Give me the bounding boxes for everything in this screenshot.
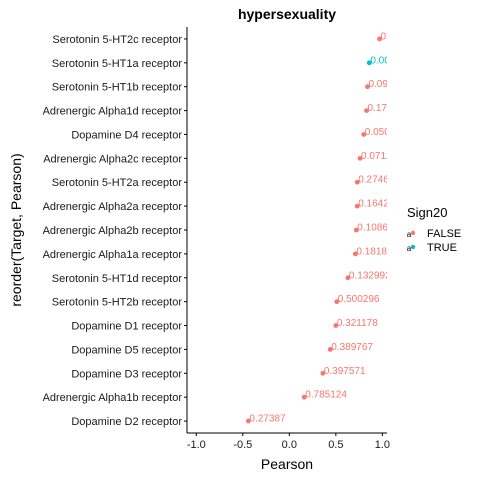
data-point [333,323,339,328]
data-label: 0.090 [368,79,393,90]
data-point [354,179,360,185]
data-point [361,132,367,137]
data-point [301,394,307,400]
data-label: 0.27387 [249,414,286,425]
legend-label: FALSE [427,228,461,240]
data-point [353,227,359,233]
legend-key [410,230,416,236]
y-tick-label: Serotonin 5-HT2a receptor [52,177,183,189]
y-tick-label: Adrenergic Alpha2b receptor [43,225,183,237]
data-point [245,418,251,424]
y-tick-labels: Serotonin 5-HT2c receptor Serotonin 5-HT1… [43,34,183,428]
data-label: 0.18182 [356,246,393,257]
x-tick-label: 0.5 [328,439,343,451]
y-tick-label: Dopamine D5 receptor [71,344,182,356]
data-label: 0.2746 [358,175,389,186]
y-axis-title: reorder(Target, Pearson) [8,153,24,306]
legend-key-letter: a [407,244,412,253]
legend-item: a TRUE [407,242,457,254]
plot-area: 0.( 0.009 0.090 0.176 0.050 0.0712 0.2746 0.164… [245,31,395,425]
legend-key-letter: a [407,230,412,239]
legend: Sign20 a FALSE a TRUE [407,205,461,254]
y-tick-label: Adrenergic Alpha1a receptor [43,249,183,261]
data-point [365,84,370,90]
data-label: 0.0712 [361,151,392,162]
y-tick-label: Serotonin 5-HT2b receptor [52,297,183,309]
y-tick-label: Adrenergic Alpha1d receptor [43,106,183,118]
data-point [366,60,372,66]
data-label: 0.500296 [338,294,380,305]
y-tick-label: Adrenergic Alpha1b receptor [43,392,183,404]
y-tick-label: Dopamine D1 receptor [71,321,182,333]
data-point [327,347,333,352]
y-tick-label: Dopamine D2 receptor [71,416,182,428]
y-tick-label: Serotonin 5-HT2c receptor [52,34,182,46]
data-label: 0.009 [370,55,395,66]
x-tick-label: 1.0 [375,439,390,451]
data-label: 0.321178 [337,318,378,329]
data-label: 0.1642 [358,199,389,210]
legend-key [410,244,416,250]
y-tick-label: Dopamine D3 receptor [71,368,182,380]
y-tick-label: Serotonin 5-HT1b receptor [52,82,183,94]
y-tick-label: Serotonin 5-HT1a receptor [52,58,183,70]
y-tick-label: Serotonin 5-HT1d receptor [52,273,183,285]
legend-title: Sign20 [407,205,447,220]
data-label: 0.176 [368,103,393,114]
data-labels: 0.( 0.009 0.090 0.176 0.050 0.0712 0.2746 0.164… [249,31,395,425]
y-tick-label: Adrenergic Alpha2a receptor [43,201,183,213]
data-label: 0.389767 [331,342,373,353]
legend-label: TRUE [427,242,457,254]
x-ticks [195,433,383,436]
data-point [320,370,326,376]
data-point [352,251,358,257]
data-point [345,275,351,281]
data-point [354,203,360,209]
x-tick-label: -0.5 [233,439,252,451]
x-tick-label: -1.0 [187,439,206,451]
data-point [364,108,369,113]
x-axis-title: Pearson [261,456,313,472]
chart-title: hypersexuality [238,6,336,22]
data-points [245,36,382,424]
y-tick-label: Adrenergic Alpha2c receptor [43,153,182,165]
data-label: 0.050 [365,127,390,138]
x-tick-label: 0.0 [282,439,297,451]
data-point [357,155,363,161]
data-label: 0.( [381,31,393,42]
y-tick-label: Dopamine D4 receptor [71,129,182,141]
data-label: 0.132992 [349,270,391,281]
data-point [377,36,382,42]
legend-item: a FALSE [407,228,461,240]
data-point [334,299,340,305]
data-label: 0.397571 [324,366,366,377]
x-tick-labels: -1.0 -0.5 0.0 0.5 1.0 [187,439,390,451]
data-label: 0.785124 [305,390,347,401]
data-label: 0.1086 [357,223,388,234]
